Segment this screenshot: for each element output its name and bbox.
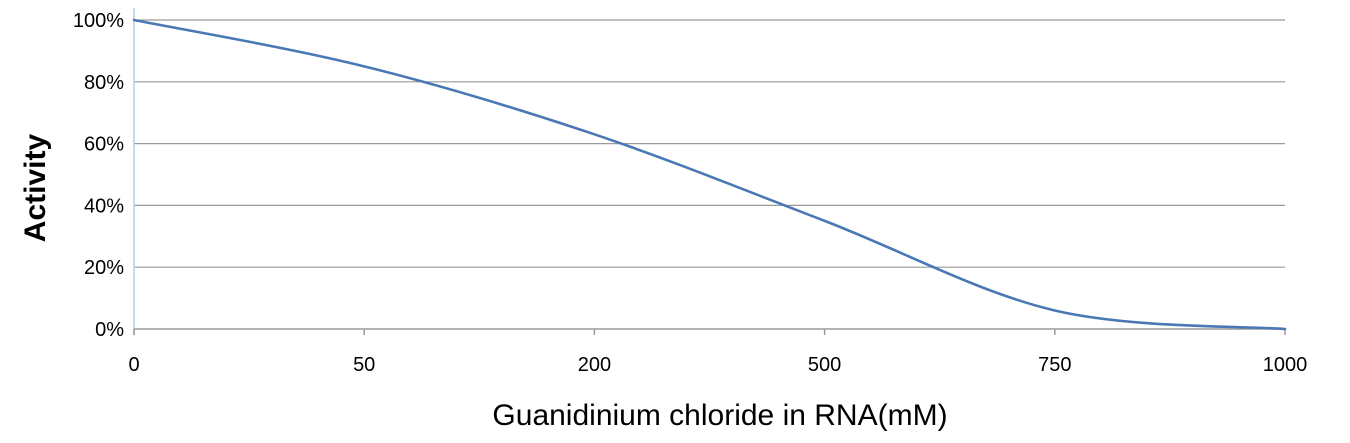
gridlines [134, 20, 1285, 267]
x-tick-label: 1000 [1263, 354, 1308, 376]
y-tick-label: 40% [84, 195, 124, 217]
x-tick-label: 750 [1038, 354, 1071, 376]
x-tick-label: 50 [353, 354, 375, 376]
x-tick-label: 0 [128, 354, 139, 376]
y-tick-label: 20% [84, 257, 124, 279]
y-tick-label: 80% [84, 72, 124, 94]
x-axis-title: Guanidinium chloride in RNA(mM) [492, 399, 947, 432]
y-tick-label: 0% [95, 319, 124, 341]
activity-series-line [134, 20, 1285, 329]
y-tick-label: 100% [73, 10, 124, 32]
axes [134, 8, 1285, 335]
x-tick-label: 500 [808, 354, 841, 376]
series-layer [134, 20, 1285, 329]
x-tick-label: 200 [578, 354, 611, 376]
y-tick-label: 60% [84, 134, 124, 156]
y-axis-title: Activity [19, 134, 52, 243]
